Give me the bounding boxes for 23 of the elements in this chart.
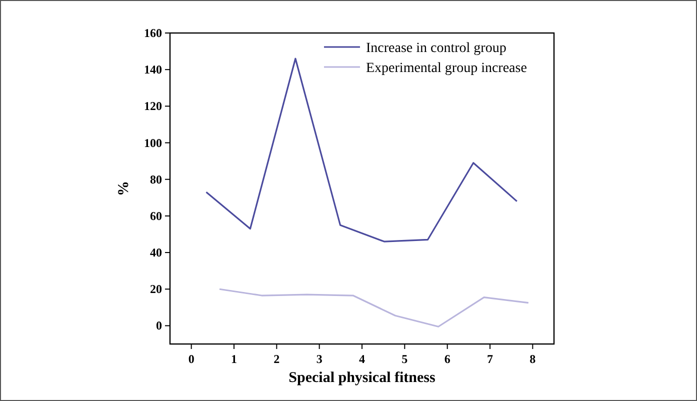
x-tick-label: 6 xyxy=(444,352,450,366)
x-tick-label: 8 xyxy=(530,352,536,366)
x-axis-title: Special physical fitness xyxy=(288,370,436,386)
x-tick-label: 1 xyxy=(231,352,237,366)
x-tick-label: 3 xyxy=(316,352,322,366)
y-tick-label: 120 xyxy=(144,99,162,114)
y-tick-label: 40 xyxy=(150,246,162,260)
y-tick-label: 20 xyxy=(150,282,162,296)
legend-label: Increase in control group xyxy=(366,41,506,56)
y-tick-label: 80 xyxy=(150,172,162,186)
y-tick-label: 0 xyxy=(156,318,162,333)
x-tick-label: 0 xyxy=(188,352,194,366)
y-tick-label: 140 xyxy=(144,62,162,77)
x-tick-label: 5 xyxy=(402,352,408,366)
x-tick-label: 2 xyxy=(274,352,280,366)
x-tick-label: 4 xyxy=(359,352,365,366)
y-axis-title: % xyxy=(116,181,132,196)
line-series xyxy=(218,288,530,328)
y-tick-label: 160 xyxy=(144,26,162,40)
legend-label: Experimental group increase xyxy=(366,61,527,76)
y-tick-label: 60 xyxy=(150,208,162,223)
y-tick-label: 100 xyxy=(144,136,162,150)
x-tick-label: 7 xyxy=(487,352,493,366)
